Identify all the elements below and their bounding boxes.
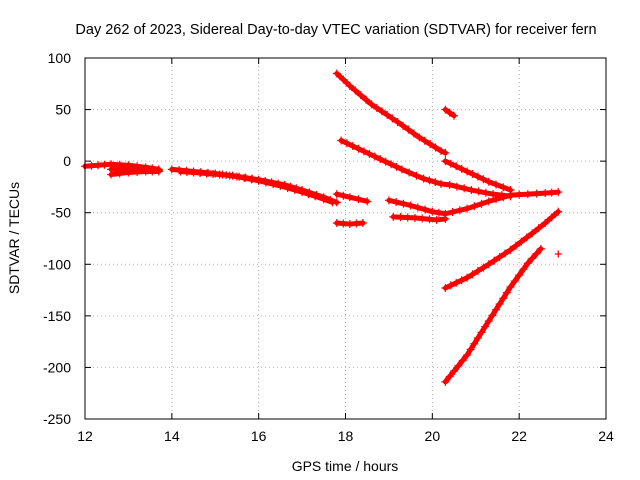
y-axis-label: SDTVAR / TECUs bbox=[6, 182, 22, 294]
data-point bbox=[554, 250, 562, 258]
data-markers bbox=[389, 212, 450, 224]
data-series bbox=[332, 190, 515, 218]
axis-ticks: 12 14 16 18 20 22 24 100 50 0 -50 -100 -150 -200 -250 bbox=[43, 50, 614, 444]
x-tick-label: 20 bbox=[425, 428, 441, 444]
data-series bbox=[441, 157, 515, 195]
data-markers bbox=[337, 136, 515, 201]
data-trace bbox=[338, 138, 513, 199]
data-markers bbox=[176, 167, 341, 207]
y-tick-label: 0 bbox=[63, 153, 71, 169]
x-axis-label: GPS time / hours bbox=[292, 458, 399, 474]
x-tick-label: 16 bbox=[251, 428, 267, 444]
x-tick-label: 18 bbox=[338, 428, 354, 444]
x-tick-label: 22 bbox=[511, 428, 527, 444]
x-tick-label: 24 bbox=[598, 428, 614, 444]
data-markers bbox=[332, 219, 367, 229]
data-series bbox=[107, 167, 163, 179]
y-tick-label: 100 bbox=[48, 50, 72, 66]
data-markers bbox=[384, 191, 515, 218]
data-series bbox=[441, 105, 459, 120]
data-marks bbox=[81, 69, 563, 386]
chart-title: Day 262 of 2023, Sidereal Day-to-day VTE… bbox=[75, 22, 596, 38]
data-markers bbox=[506, 188, 563, 200]
data-markers bbox=[441, 105, 459, 120]
data-trace bbox=[386, 192, 513, 217]
data-markers bbox=[441, 207, 563, 293]
data-series bbox=[441, 207, 563, 293]
data-markers bbox=[332, 69, 450, 157]
data-series bbox=[441, 244, 545, 386]
gridlines bbox=[85, 58, 606, 419]
y-tick-label: -200 bbox=[43, 359, 71, 375]
data-markers bbox=[441, 244, 545, 386]
data-series bbox=[337, 136, 515, 201]
data-markers bbox=[332, 190, 372, 206]
y-tick-label: -100 bbox=[43, 256, 71, 272]
data-markers bbox=[441, 157, 515, 195]
x-tick-label: 14 bbox=[164, 428, 180, 444]
data-series bbox=[332, 69, 450, 157]
y-tick-label: -250 bbox=[43, 411, 71, 427]
x-tick-label: 12 bbox=[77, 428, 93, 444]
y-tick-label: -150 bbox=[43, 308, 71, 324]
data-series bbox=[506, 188, 563, 200]
y-tick-label: 50 bbox=[55, 102, 71, 118]
y-tick-label: -50 bbox=[51, 205, 71, 221]
data-markers bbox=[107, 167, 163, 179]
data-series bbox=[332, 212, 450, 229]
data-series bbox=[554, 250, 562, 258]
